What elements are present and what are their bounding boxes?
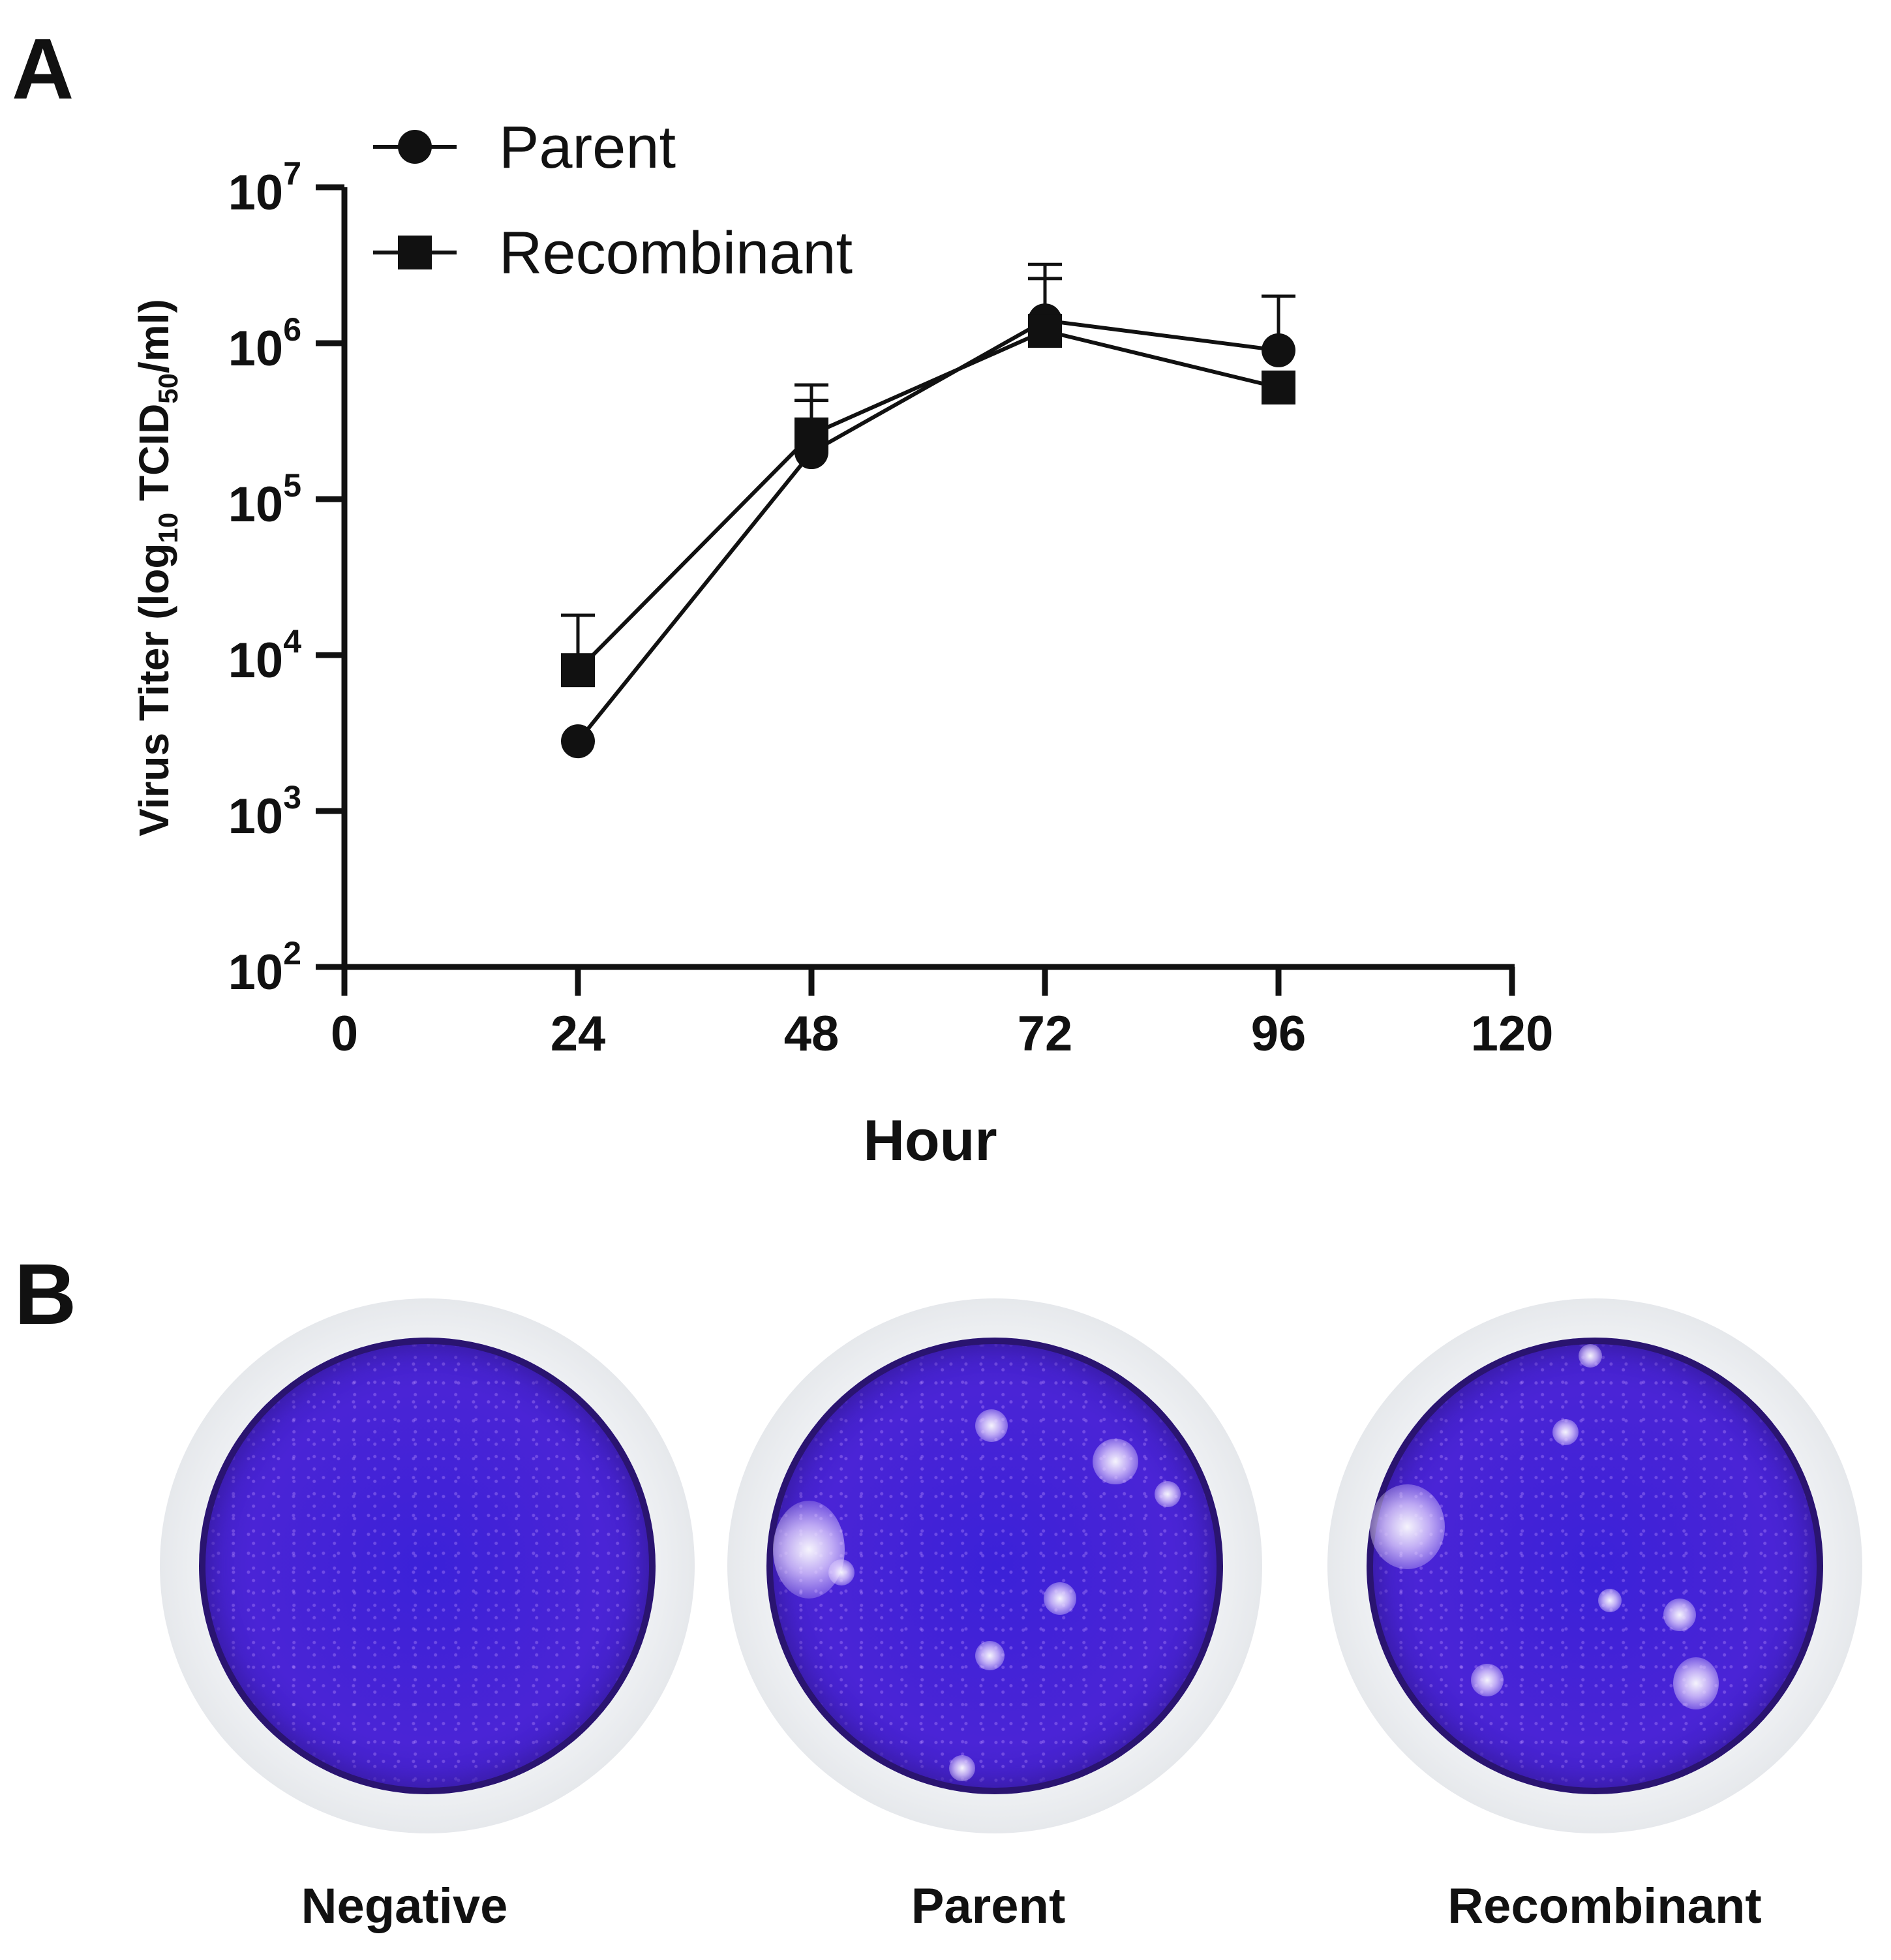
chart-axes: [341, 187, 1515, 970]
well-label-recombinant: Recombinant: [1447, 1878, 1762, 1934]
x-tick-label: 24: [551, 1006, 606, 1062]
plaque: [828, 1559, 855, 1585]
x-tick-label: 96: [1251, 1006, 1307, 1062]
y-tick-base: 10: [228, 633, 284, 688]
y-tick-exponent: 7: [283, 155, 301, 192]
y-tick-base: 10: [228, 945, 284, 1000]
y-tick-exponent: 4: [283, 623, 301, 660]
y-axis-title-part-1: Virus Titer (log: [130, 544, 177, 836]
x-tick-label: 48: [784, 1006, 840, 1062]
well-negative: [160, 1298, 695, 1833]
plaque: [975, 1641, 1005, 1670]
y-axis-title-sub-1: 10: [153, 513, 183, 544]
y-tick-label: 107: [228, 155, 301, 221]
y-axis-title-part-2: TCID: [130, 404, 177, 513]
x-tick-label: 0: [331, 1006, 358, 1062]
panel-label-b: B: [14, 1246, 77, 1342]
legend-label: Recombinant: [499, 220, 853, 286]
panel-label-a: A: [12, 21, 74, 117]
data-point: [1262, 370, 1295, 405]
legend: Parent Recombinant: [373, 114, 853, 286]
well-monolayer: [766, 1338, 1223, 1794]
x-tick-label: 72: [1018, 1006, 1073, 1062]
data-point: [1262, 333, 1295, 367]
y-tick-label: 102: [228, 935, 301, 1000]
plaque: [1155, 1481, 1181, 1507]
y-tick-exponent: 3: [283, 779, 301, 816]
legend-marker: [398, 130, 432, 164]
well-monolayer: [1367, 1338, 1823, 1794]
y-tick-label: 106: [228, 311, 301, 376]
series-line: [576, 328, 1279, 672]
data-point: [561, 653, 595, 688]
legend-label: Parent: [499, 114, 676, 181]
plaque: [1552, 1419, 1579, 1445]
data-point: [1028, 314, 1062, 348]
well-recombinant: [1327, 1298, 1862, 1833]
x-axis-ticks: 0 24 48 72 96 120: [331, 967, 1554, 1062]
x-axis-title: Hour: [863, 1108, 997, 1172]
y-tick-exponent: 2: [283, 935, 301, 972]
y-tick-exponent: 6: [283, 311, 301, 348]
data-point: [561, 724, 595, 759]
y-tick-base: 10: [228, 477, 284, 532]
legend-marker: [398, 236, 432, 269]
series-parent: [561, 262, 1295, 759]
series-layer: [561, 262, 1295, 759]
plaque: [1471, 1664, 1504, 1696]
plaque: [975, 1409, 1008, 1442]
plaque: [773, 1501, 845, 1599]
plaque: [1370, 1484, 1445, 1569]
plaque: [949, 1755, 975, 1781]
y-tick-label: 105: [228, 467, 301, 532]
y-axis-title: Virus Titer (log10 TCID50/ml): [130, 299, 183, 836]
y-tick-label: 104: [228, 623, 302, 688]
x-tick-label: 120: [1471, 1006, 1554, 1062]
well-monolayer: [199, 1338, 656, 1794]
well-label-negative: Negative: [301, 1878, 508, 1934]
y-tick-exponent: 5: [283, 467, 301, 504]
y-tick-base: 10: [228, 165, 284, 221]
y-axis-title-sub-2: 50: [153, 373, 183, 404]
plaque: [1093, 1439, 1138, 1484]
y-axis-title-part-3: /ml): [130, 299, 177, 373]
plaque: [1673, 1657, 1719, 1709]
series-recombinant: [561, 277, 1295, 688]
well-label-parent: Parent: [911, 1878, 1066, 1934]
plaque: [1044, 1582, 1076, 1615]
plaque: [1598, 1589, 1622, 1612]
y-tick-base: 10: [228, 321, 284, 376]
plaque: [1663, 1599, 1696, 1631]
data-point: [794, 417, 828, 452]
series-line: [576, 318, 1279, 743]
y-tick-label: 103: [228, 779, 301, 844]
y-tick-base: 10: [228, 789, 284, 844]
well-parent: [727, 1298, 1262, 1833]
plaque: [1579, 1344, 1602, 1368]
